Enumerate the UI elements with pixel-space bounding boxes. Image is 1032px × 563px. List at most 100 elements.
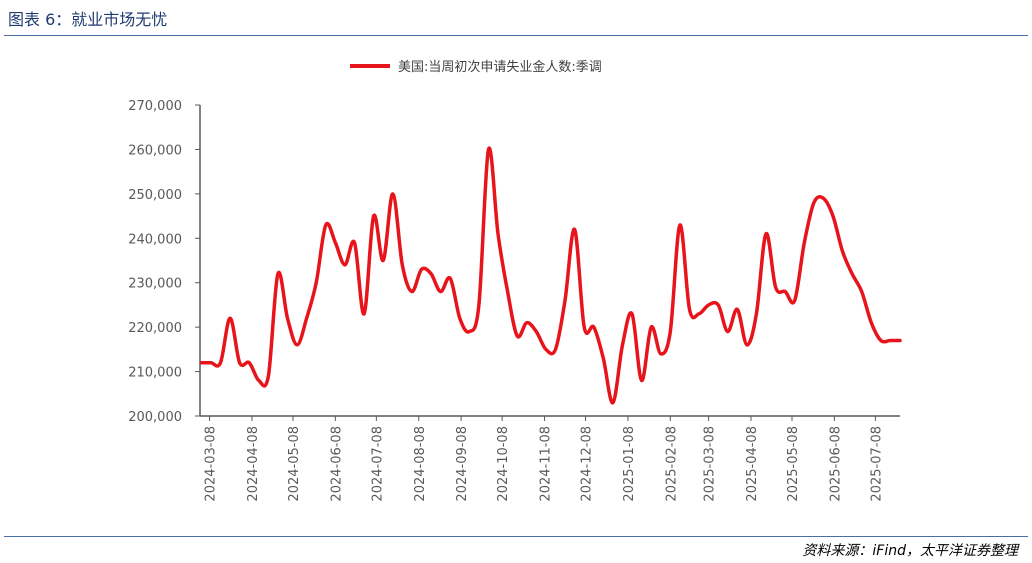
data-point — [507, 291, 509, 293]
data-point — [219, 362, 222, 364]
data-point — [267, 375, 269, 377]
data-point — [679, 224, 681, 226]
data-point — [325, 224, 327, 226]
data-point — [880, 339, 882, 342]
x-tick-label: 2025-03-08 — [703, 426, 718, 502]
data-point — [736, 308, 738, 310]
data-point — [373, 215, 375, 217]
legend-label: 美国:当周初次申请失业金人数:季调 — [398, 59, 602, 75]
x-tick-label: 2025-05-08 — [786, 426, 801, 502]
data-points — [200, 148, 901, 404]
data-point — [478, 304, 480, 306]
data-point — [200, 362, 202, 364]
x-tick-label: 2025-02-08 — [664, 426, 679, 502]
data-point — [832, 215, 834, 217]
data-point — [401, 264, 403, 266]
data-point — [842, 251, 844, 253]
y-tick-label: 210,000 — [128, 366, 182, 381]
data-point — [822, 197, 825, 199]
data-point — [258, 379, 260, 382]
data-point — [420, 268, 423, 270]
data-point — [459, 317, 461, 319]
data-point — [229, 317, 231, 319]
source-note: 资料来源：iFind，太平洋证券整理 — [802, 543, 1018, 559]
figure-title: 图表 6：就业市场无忧 — [8, 10, 168, 29]
data-point — [746, 344, 748, 346]
data-point — [583, 326, 585, 328]
data-point — [363, 313, 365, 315]
data-point — [277, 273, 279, 275]
data-point — [698, 313, 700, 315]
data-point — [612, 402, 614, 404]
top-rule — [4, 35, 1028, 36]
data-point — [449, 277, 451, 279]
data-point — [688, 308, 691, 310]
data-point — [344, 264, 346, 266]
data-point — [574, 228, 576, 230]
data-point — [334, 242, 336, 244]
data-point — [430, 273, 432, 275]
bottom-rule — [4, 536, 1028, 537]
data-point — [306, 317, 308, 319]
x-tick-label: 2025-07-08 — [869, 426, 884, 502]
x-tick-label: 2024-05-08 — [287, 426, 302, 502]
data-point — [660, 353, 662, 355]
x-tick-label: 2024-11-08 — [539, 426, 554, 502]
x-tick-label: 2024-10-08 — [496, 426, 511, 502]
data-point — [593, 326, 595, 328]
data-point — [727, 331, 729, 333]
x-tick-label: 2025-06-08 — [828, 426, 843, 502]
y-tick-label: 220,000 — [128, 321, 182, 336]
data-point — [564, 299, 566, 302]
data-point — [775, 286, 777, 288]
data-point — [784, 291, 786, 293]
x-tick-label: 2025-01-08 — [622, 426, 637, 502]
x-tick-label: 2024-12-08 — [580, 426, 595, 502]
data-point — [621, 344, 624, 346]
data-point — [516, 335, 518, 337]
data-point — [411, 291, 413, 293]
y-tick-label: 230,000 — [128, 277, 182, 292]
x-tick-label: 2024-06-08 — [329, 426, 344, 502]
data-point — [641, 379, 643, 382]
data-point — [296, 344, 298, 346]
data-point — [468, 331, 470, 333]
legend: 美国:当周初次申请失业金人数:季调 — [350, 59, 602, 75]
data-point — [487, 148, 490, 150]
data-point — [535, 331, 537, 333]
data-point — [248, 362, 250, 364]
data-point — [286, 317, 289, 319]
y-tick-label: 270,000 — [128, 99, 182, 114]
y-tick-label: 250,000 — [128, 188, 182, 203]
data-point — [650, 326, 652, 328]
x-tick-label: 2024-08-08 — [413, 426, 428, 502]
data-point — [803, 242, 805, 244]
data-point — [545, 348, 547, 350]
data-point — [497, 233, 499, 235]
data-point — [631, 313, 633, 315]
x-tick-label: 2024-04-08 — [246, 426, 261, 502]
y-axis: 200,000 210,000 220,000 230,000 240,000 250,0… — [128, 99, 201, 425]
data-point — [708, 304, 710, 306]
x-tick-label: 2024-03-08 — [204, 426, 219, 502]
data-point — [353, 242, 356, 244]
data-point — [794, 299, 796, 302]
y-tick-label: 260,000 — [128, 143, 182, 158]
x-tick-label: 2024-09-08 — [455, 426, 470, 502]
data-point — [239, 362, 241, 364]
series-line — [199, 146, 902, 405]
data-point — [870, 322, 872, 324]
data-point — [382, 259, 384, 262]
x-tick-label: 2025-04-08 — [745, 426, 760, 502]
data-point — [717, 304, 719, 306]
data-point — [315, 282, 317, 284]
x-axis: 2024-03-08 2024-04-08 2024-05-08 2024-06-08… — [200, 415, 900, 502]
data-point — [813, 202, 815, 204]
data-point — [554, 348, 557, 350]
data-point — [899, 339, 901, 342]
data-point — [440, 291, 442, 293]
data-point — [889, 339, 892, 342]
y-tick-label: 240,000 — [128, 232, 182, 247]
y-tick-label: 200,000 — [128, 410, 182, 425]
